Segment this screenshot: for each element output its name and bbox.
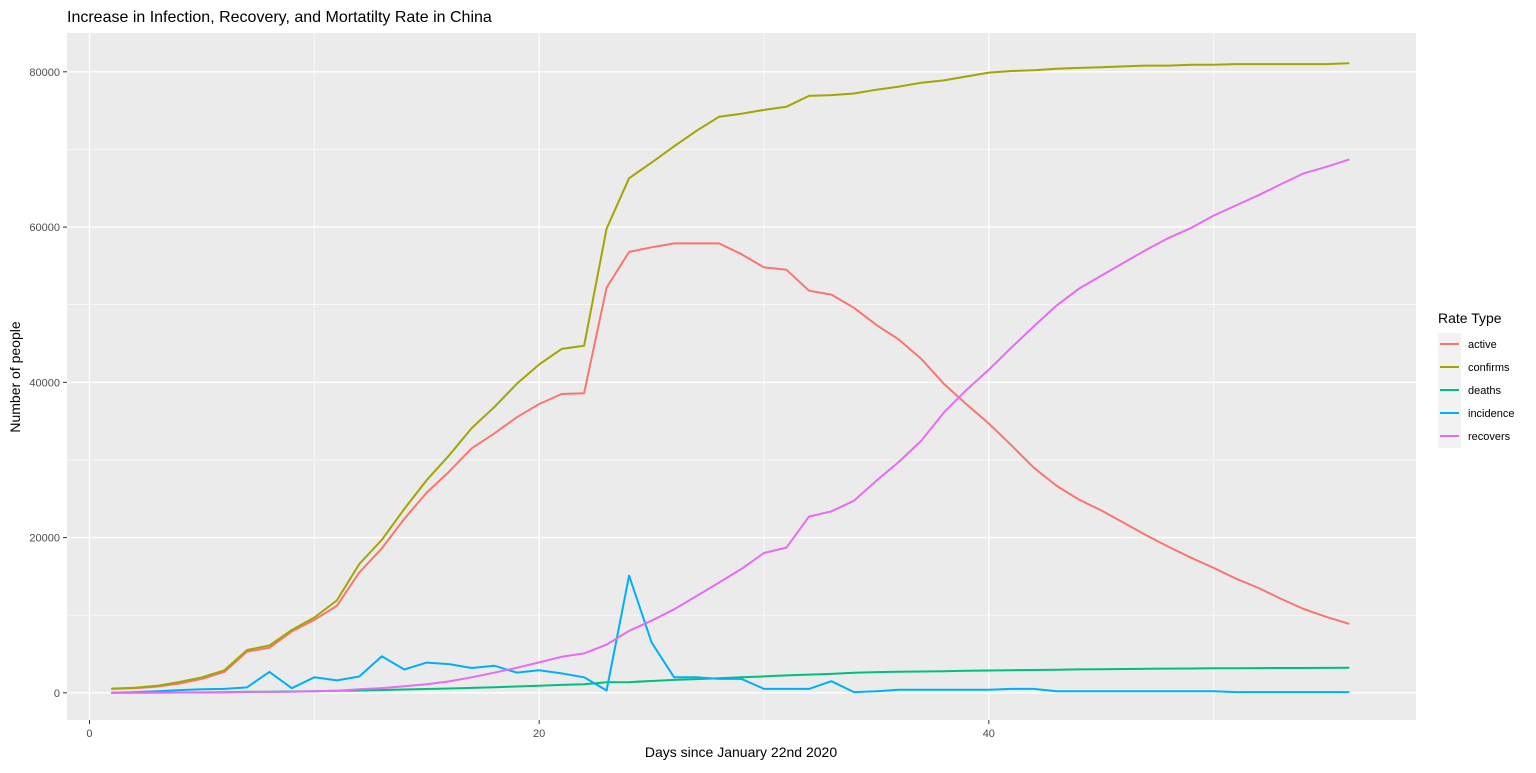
series-line-confirms (111, 62, 1350, 690)
series-lines (111, 62, 1350, 694)
y-axis-label: Number of people (7, 321, 23, 433)
series-line-incidence (111, 574, 1350, 694)
chart-title: Increase in Infection, Recovery, and Mor… (67, 9, 492, 26)
y-tick-label: 20000 (29, 533, 60, 545)
y-tick-label: 40000 (29, 377, 60, 389)
legend: Rate Type active confirms deaths incidence r… (1438, 310, 1514, 448)
x-tick-label: 0 (86, 728, 92, 740)
x-axis-label: Days since January 22nd 2020 (645, 744, 837, 760)
series-line-active (111, 242, 1350, 690)
grid-lines (67, 33, 1416, 720)
y-tick-label: 0 (54, 688, 60, 700)
legend-label-incidence: incidence (1468, 408, 1514, 420)
plot-panel (67, 33, 1416, 720)
legend-label-confirms: confirms (1468, 362, 1510, 374)
series-line-recovers (111, 158, 1350, 694)
legend-title: Rate Type (1438, 310, 1502, 326)
legend-label-recovers: recovers (1468, 431, 1511, 443)
y-tick-label: 80000 (29, 67, 60, 79)
axes: 0 20 40 0 20000 40000 60000 80000 (29, 67, 995, 740)
legend-label-active: active (1468, 339, 1497, 351)
y-tick-label: 60000 (29, 222, 60, 234)
x-tick-label: 40 (983, 728, 995, 740)
legend-label-deaths: deaths (1468, 385, 1502, 397)
x-tick-label: 20 (533, 728, 545, 740)
